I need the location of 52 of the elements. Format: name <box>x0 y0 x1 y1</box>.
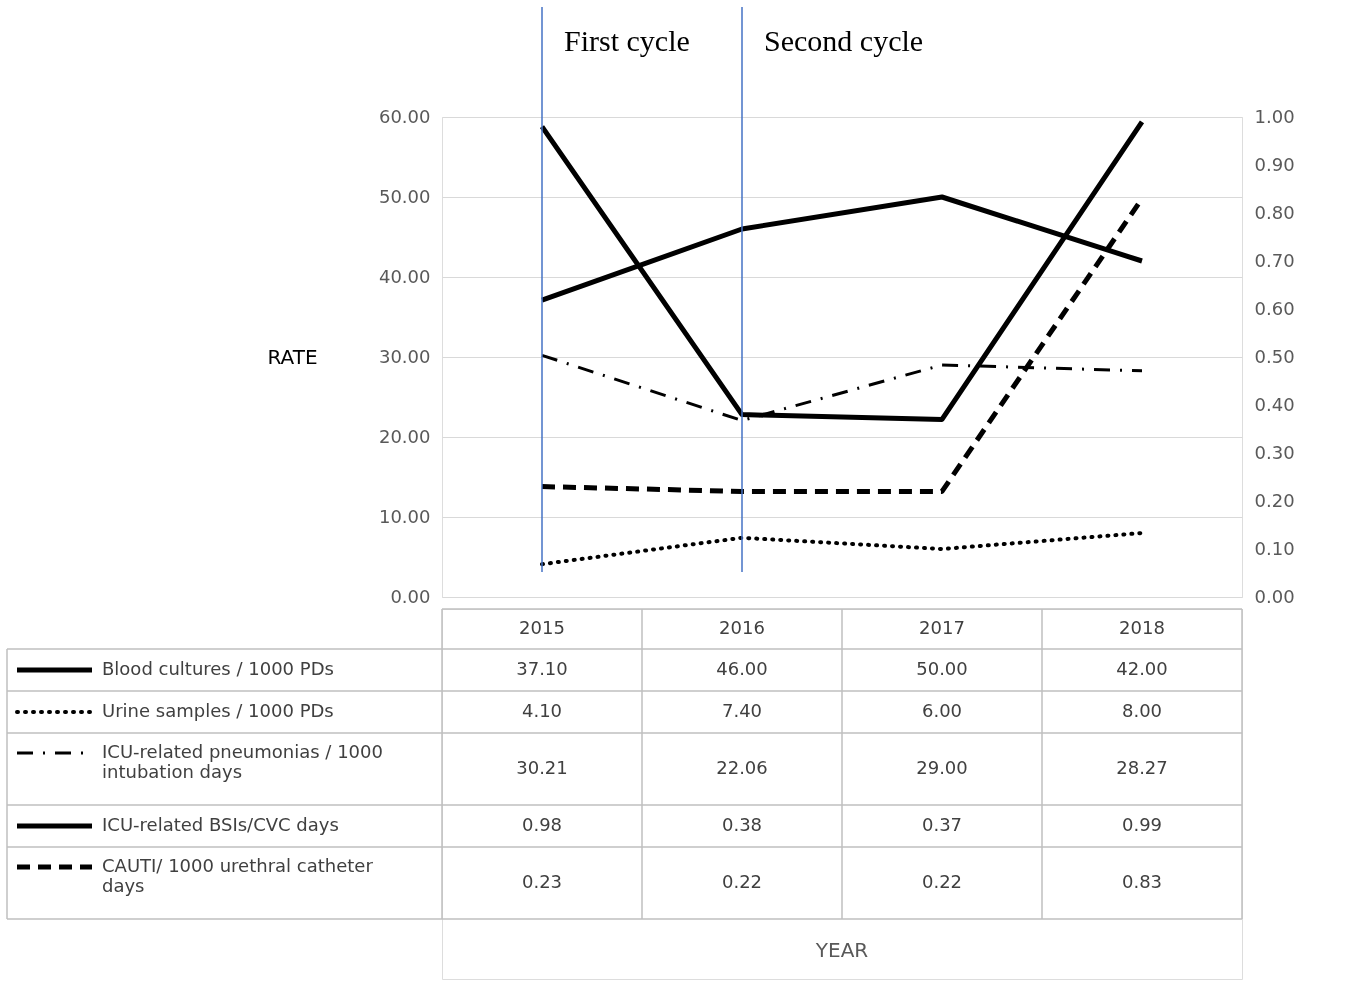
y2-tick-label: 0.20 <box>1254 489 1295 511</box>
data-label: 0.38 <box>721 814 763 835</box>
legend-label: Blood cultures / 1000 PDs <box>102 658 334 679</box>
data-label: 29.00 <box>916 757 968 778</box>
y2-tick-label: 0.90 <box>1254 153 1295 175</box>
data-label: 0.37 <box>921 814 963 835</box>
data-label: 28.27 <box>1116 757 1168 778</box>
legend-label: Urine samples / 1000 PDs <box>102 700 334 721</box>
data-label: 37.10 <box>516 658 568 679</box>
y2-tick-label: 0.40 <box>1254 393 1295 415</box>
x-tick-label: 2015 <box>519 617 565 638</box>
y2-tick-label: 0.60 <box>1254 297 1295 319</box>
data-label: 42.00 <box>1116 658 1168 679</box>
y2-tick-label: 0.70 <box>1254 249 1295 271</box>
y2-tick-label: 0.00 <box>1254 585 1295 607</box>
y2-tick-label: 0.10 <box>1254 537 1295 559</box>
line-series <box>540 531 1144 567</box>
data-label: 22.06 <box>716 757 768 778</box>
y-tick-label: 50.00 <box>378 185 431 207</box>
y2-tick-label: 1.00 <box>1254 105 1295 127</box>
y-tick-label: 10.00 <box>378 505 431 527</box>
data-label: 0.99 <box>1121 814 1163 835</box>
data-label: 0.22 <box>921 871 963 892</box>
data-label: 8.00 <box>1121 700 1163 721</box>
text: YEAR <box>814 938 869 962</box>
x-tick-label: 2017 <box>919 617 965 638</box>
data-label: 0.22 <box>721 871 763 892</box>
data-label: 46.00 <box>716 658 768 679</box>
legend-label: ICU-related pneumonias / 1000 intubation days <box>102 741 383 782</box>
data-label: 30.21 <box>516 757 568 778</box>
y-tick-label: 60.00 <box>378 105 431 127</box>
y-tick-label: 30.00 <box>378 345 431 367</box>
data-label: 4.10 <box>521 700 563 721</box>
y-axis-title: RATE <box>267 344 318 369</box>
data-label: 0.23 <box>521 871 563 892</box>
legend-label: CAUTI/ 1000 urethral catheter days <box>102 855 374 896</box>
y-tick-label: 20.00 <box>378 425 431 447</box>
ref-line-label: Second cycle <box>764 24 924 57</box>
y-tick-label: 40.00 <box>378 265 431 287</box>
legend-label: ICU-related BSIs/CVC days <box>102 814 339 835</box>
data-label: 0.83 <box>1121 871 1163 892</box>
y2-tick-label: 0.80 <box>1254 201 1295 223</box>
data-label: 7.40 <box>721 700 763 721</box>
y2-tick-label: 0.30 <box>1254 441 1295 463</box>
y2-tick-label: 0.50 <box>1254 345 1295 367</box>
data-label: 6.00 <box>921 700 963 721</box>
x-tick-label: 2018 <box>1119 617 1165 638</box>
y-tick-label: 0.00 <box>390 585 431 607</box>
ref-line-label: First cycle <box>564 24 690 57</box>
data-label: 0.98 <box>521 814 563 835</box>
data-label: 50.00 <box>916 658 968 679</box>
x-tick-label: 2016 <box>719 617 765 638</box>
